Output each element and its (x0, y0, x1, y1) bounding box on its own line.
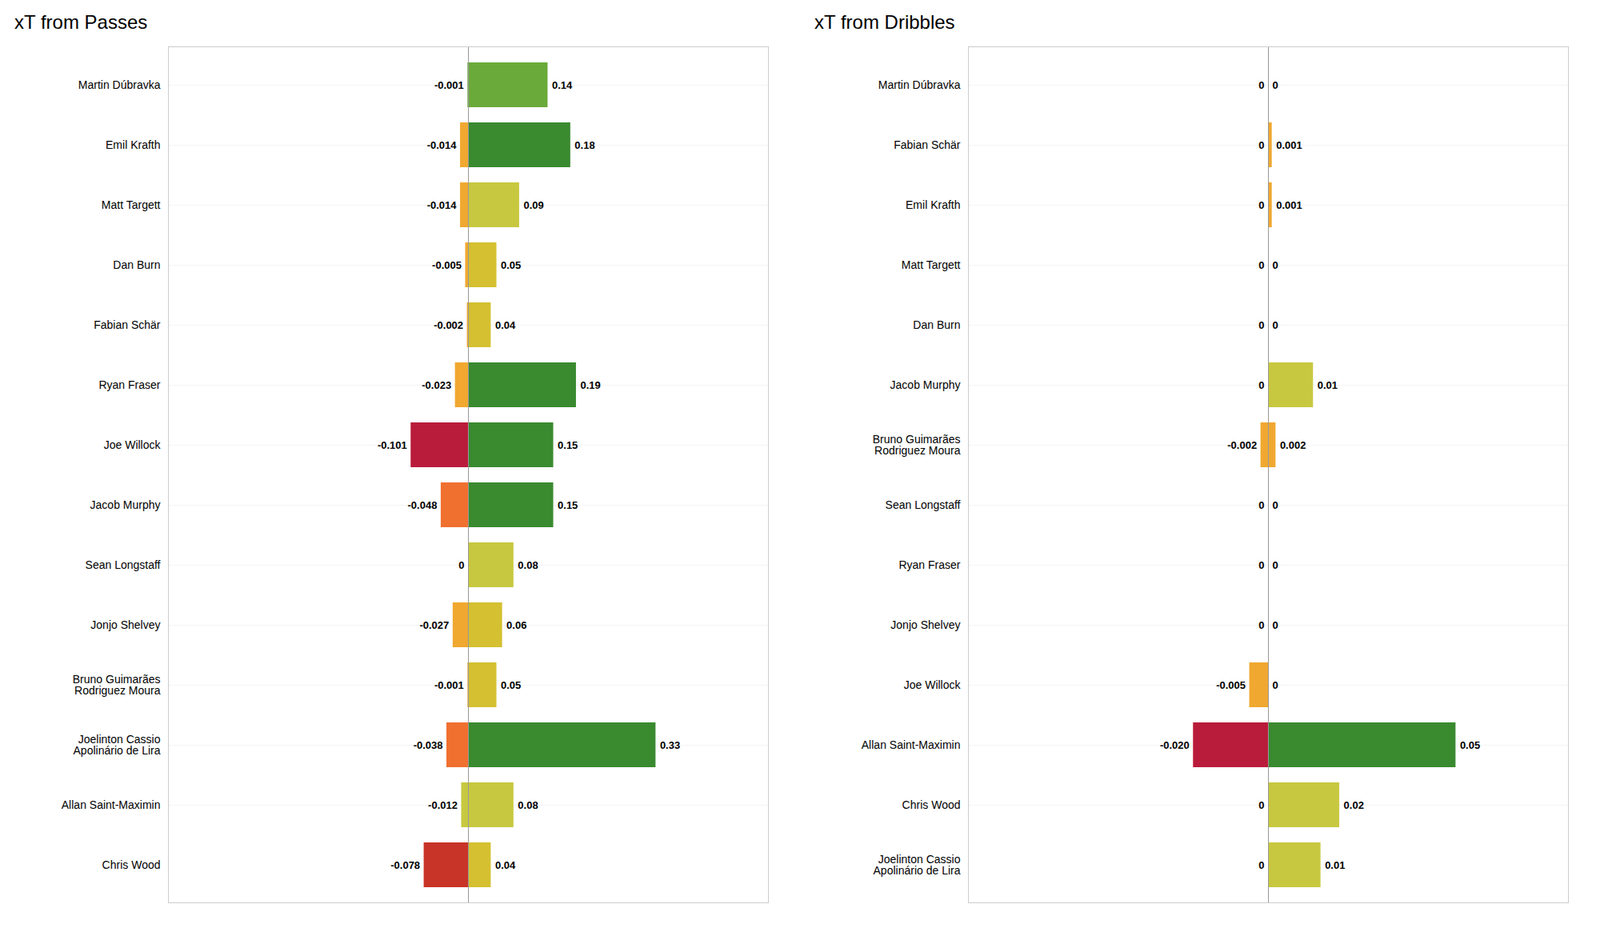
svg-text:Jonjo Shelvey: Jonjo Shelvey (90, 618, 160, 632)
svg-text:Martin Dúbravka: Martin Dúbravka (878, 78, 961, 92)
svg-text:Jonjo Shelvey: Jonjo Shelvey (890, 618, 960, 632)
svg-text:Joe Willock: Joe Willock (104, 438, 162, 452)
svg-text:0: 0 (1258, 199, 1264, 212)
svg-text:0.33: 0.33 (660, 739, 680, 752)
svg-text:Allan Saint-Maximin: Allan Saint-Maximin (861, 738, 961, 752)
svg-text:Joelinton CassioApolinário de: Joelinton CassioApolinário de Lira (73, 732, 161, 757)
svg-text:0.01: 0.01 (1324, 859, 1345, 872)
svg-text:-0.005: -0.005 (432, 259, 462, 272)
svg-text:Bruno GuimarãesRodriguez Moura: Bruno GuimarãesRodriguez Moura (72, 672, 161, 697)
svg-text:0.18: 0.18 (574, 139, 595, 152)
svg-text:-0.101: -0.101 (377, 439, 408, 452)
svg-text:-0.020: -0.020 (1160, 739, 1190, 752)
svg-text:0.15: 0.15 (557, 499, 578, 512)
svg-text:0: 0 (1272, 499, 1279, 512)
svg-text:0.02: 0.02 (1344, 799, 1364, 812)
svg-text:Sean Longstaff: Sean Longstaff (885, 498, 961, 512)
svg-text:0: 0 (1258, 499, 1264, 512)
svg-text:-0.023: -0.023 (421, 379, 452, 392)
svg-text:-0.014: -0.014 (427, 199, 458, 212)
svg-text:0.002: 0.002 (1280, 439, 1307, 452)
svg-text:0.05: 0.05 (1460, 739, 1480, 752)
svg-text:-0.001: -0.001 (434, 79, 464, 92)
svg-text:0: 0 (1258, 619, 1264, 632)
svg-text:-0.002: -0.002 (1227, 439, 1257, 452)
svg-text:Joelinton CassioApolinário de: Joelinton CassioApolinário de Lira (873, 852, 961, 877)
svg-text:Ryan Fraser: Ryan Fraser (898, 558, 960, 572)
svg-text:0: 0 (1272, 679, 1279, 692)
svg-text:0: 0 (1258, 259, 1264, 272)
svg-text:Sean Longstaff: Sean Longstaff (85, 558, 161, 572)
svg-text:0.08: 0.08 (517, 559, 538, 572)
svg-text:0.15: 0.15 (557, 439, 578, 452)
html-text:xT from Passes: xT from Passes (14, 11, 148, 33)
svg-text:Matt Targett: Matt Targett (101, 198, 161, 212)
html-text:xT from Dribbles: xT from Dribbles (814, 11, 955, 33)
svg-text:0: 0 (1272, 619, 1279, 632)
svg-text:-0.002: -0.002 (433, 319, 464, 332)
svg-text:Joe Willock: Joe Willock (904, 678, 962, 692)
svg-text:0: 0 (1258, 379, 1264, 392)
svg-text:-0.014: -0.014 (427, 139, 458, 152)
svg-text:Jacob Murphy: Jacob Murphy (90, 498, 161, 512)
svg-text:Fabian Schär: Fabian Schär (893, 138, 961, 152)
svg-text:-0.078: -0.078 (390, 859, 420, 872)
svg-text:0: 0 (1258, 79, 1264, 92)
svg-text:Martin Dúbravka: Martin Dúbravka (78, 78, 161, 92)
svg-text:0.05: 0.05 (500, 259, 521, 272)
svg-text:-0.048: -0.048 (408, 499, 438, 512)
svg-text:0.09: 0.09 (523, 199, 544, 212)
svg-text:0.01: 0.01 (1317, 379, 1338, 392)
svg-text:0.06: 0.06 (506, 619, 527, 632)
svg-text:Chris Wood: Chris Wood (902, 798, 961, 812)
svg-text:Jacob Murphy: Jacob Murphy (890, 378, 961, 392)
svg-text:0.08: 0.08 (517, 799, 538, 812)
svg-text:0: 0 (1272, 259, 1279, 272)
svg-text:-0.005: -0.005 (1216, 679, 1246, 692)
svg-text:Matt Targett: Matt Targett (901, 258, 961, 272)
svg-text:0: 0 (1272, 79, 1279, 92)
svg-text:0: 0 (1258, 319, 1264, 332)
svg-text:0.04: 0.04 (495, 859, 516, 872)
svg-text:0.05: 0.05 (500, 679, 521, 692)
svg-text:Emil Krafth: Emil Krafth (905, 198, 960, 212)
svg-text:0: 0 (1258, 139, 1264, 152)
svg-text:0.14: 0.14 (552, 79, 573, 92)
svg-text:0.001: 0.001 (1276, 139, 1303, 152)
svg-text:0: 0 (1272, 559, 1279, 572)
svg-text:Chris Wood: Chris Wood (102, 858, 161, 872)
svg-text:0: 0 (458, 559, 464, 572)
svg-text:-0.027: -0.027 (419, 619, 449, 632)
svg-text:0: 0 (1258, 799, 1264, 812)
svg-text:-0.001: -0.001 (434, 679, 464, 692)
svg-text:Allan Saint-Maximin: Allan Saint-Maximin (61, 798, 161, 812)
svg-text:0.001: 0.001 (1276, 199, 1303, 212)
svg-text:0: 0 (1258, 859, 1264, 872)
svg-text:0.19: 0.19 (580, 379, 600, 392)
svg-text:Fabian Schär: Fabian Schär (93, 318, 161, 332)
svg-text:Bruno GuimarãesRodriguez Moura: Bruno GuimarãesRodriguez Moura (872, 432, 961, 457)
svg-text:Emil Krafth: Emil Krafth (105, 138, 160, 152)
svg-text:Dan Burn: Dan Burn (912, 318, 960, 332)
svg-text:-0.038: -0.038 (413, 739, 444, 752)
svg-text:0: 0 (1258, 559, 1264, 572)
svg-text:-0.012: -0.012 (428, 799, 458, 812)
svg-text:Ryan Fraser: Ryan Fraser (98, 378, 160, 392)
svg-text:0.04: 0.04 (495, 319, 516, 332)
svg-text:0: 0 (1272, 319, 1279, 332)
svg-text:Dan Burn: Dan Burn (112, 258, 160, 272)
